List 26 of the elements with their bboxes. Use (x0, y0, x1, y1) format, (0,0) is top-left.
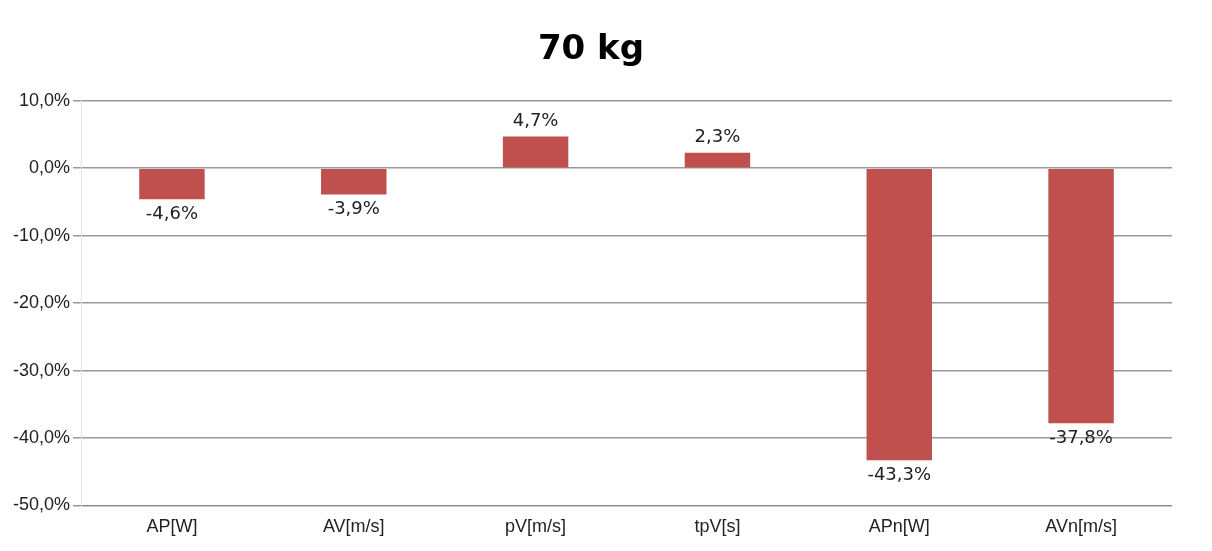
y-tick-label: 10,0% (18, 89, 71, 110)
bar (684, 152, 751, 168)
x-tick-label: tpV[s] (694, 516, 741, 537)
data-label: -3,9% (327, 197, 380, 219)
x-tick-label: pV[m/s] (505, 516, 567, 537)
x-tick-label: APn[W] (868, 516, 930, 537)
x-tick-label: AP[W] (146, 516, 198, 537)
data-label: 2,3% (694, 125, 741, 147)
x-tick-label: AVn[m/s] (1045, 516, 1117, 537)
bar (1048, 168, 1114, 424)
y-tick-label: -20,0% (12, 292, 71, 313)
data-label: -43,3% (867, 462, 932, 484)
y-tick-label: -50,0% (12, 494, 71, 515)
y-tick-label: -10,0% (12, 224, 71, 245)
data-label: 4,7% (512, 109, 559, 131)
data-label: -4,6% (145, 201, 199, 223)
bar (502, 136, 569, 168)
y-tick-label: 0,0% (29, 157, 71, 178)
bar (139, 168, 205, 200)
bar (866, 168, 932, 461)
chart-title: 70 kg (537, 27, 645, 68)
bar (321, 168, 387, 195)
y-tick-label: -40,0% (12, 426, 71, 447)
x-tick-label: AV[m/s] (322, 516, 385, 537)
data-label: -37,8% (1049, 425, 1113, 447)
y-tick-label: -30,0% (12, 359, 71, 380)
